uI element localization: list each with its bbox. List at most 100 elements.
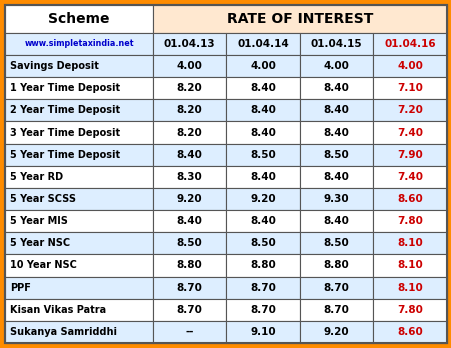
Text: 8.50: 8.50	[250, 150, 276, 160]
Text: 8.70: 8.70	[250, 283, 276, 293]
Bar	[226, 188, 299, 210]
Bar	[373, 188, 446, 210]
Text: 4.00: 4.00	[396, 61, 422, 71]
Bar	[152, 33, 226, 55]
Text: 8.10: 8.10	[396, 260, 422, 270]
Text: Sukanya Samriddhi: Sukanya Samriddhi	[10, 327, 117, 337]
Bar	[226, 77, 299, 99]
Text: 8.40: 8.40	[250, 105, 276, 116]
Text: 8.40: 8.40	[176, 216, 202, 226]
Text: RATE OF INTEREST: RATE OF INTEREST	[226, 12, 373, 26]
Text: 8.10: 8.10	[396, 283, 422, 293]
Bar	[152, 55, 226, 77]
Bar	[226, 121, 299, 144]
Bar	[5, 299, 152, 321]
Bar	[5, 321, 152, 343]
Bar	[373, 121, 446, 144]
Bar	[5, 210, 152, 232]
Text: 8.60: 8.60	[396, 327, 422, 337]
Text: 8.40: 8.40	[176, 150, 202, 160]
Bar	[226, 277, 299, 299]
Bar	[373, 99, 446, 121]
Bar	[152, 277, 226, 299]
Text: 8.60: 8.60	[396, 194, 422, 204]
Text: 8.50: 8.50	[176, 238, 202, 248]
Text: 8.70: 8.70	[176, 283, 202, 293]
Bar	[226, 33, 299, 55]
Text: 8.80: 8.80	[250, 260, 276, 270]
Text: 8.40: 8.40	[323, 83, 349, 93]
Bar	[373, 299, 446, 321]
Text: 8.40: 8.40	[250, 127, 276, 137]
Bar	[152, 99, 226, 121]
Bar	[299, 299, 373, 321]
Text: 8.50: 8.50	[323, 150, 349, 160]
Text: 9.20: 9.20	[250, 194, 276, 204]
Text: 8.70: 8.70	[323, 283, 349, 293]
Bar	[226, 321, 299, 343]
Bar	[299, 277, 373, 299]
Bar	[152, 5, 446, 33]
Bar	[373, 77, 446, 99]
Text: 8.10: 8.10	[396, 238, 422, 248]
Bar	[152, 232, 226, 254]
Bar	[5, 99, 152, 121]
Text: 2 Year Time Deposit: 2 Year Time Deposit	[10, 105, 120, 116]
Bar	[5, 144, 152, 166]
Bar	[299, 99, 373, 121]
Text: 01.04.13: 01.04.13	[164, 39, 215, 49]
Text: 01.04.14: 01.04.14	[237, 39, 289, 49]
Text: --: --	[185, 327, 193, 337]
Bar	[5, 55, 152, 77]
Text: www.simpletaxindia.net: www.simpletaxindia.net	[24, 40, 133, 48]
Text: Savings Deposit: Savings Deposit	[10, 61, 99, 71]
Bar	[226, 232, 299, 254]
Text: 8.40: 8.40	[250, 172, 276, 182]
Text: 5 Year SCSS: 5 Year SCSS	[10, 194, 76, 204]
Text: 8.50: 8.50	[323, 238, 349, 248]
Bar	[373, 33, 446, 55]
Bar	[152, 121, 226, 144]
Text: 8.20: 8.20	[176, 127, 202, 137]
Text: 8.70: 8.70	[323, 305, 349, 315]
Bar	[5, 277, 152, 299]
Text: 8.30: 8.30	[176, 172, 202, 182]
Bar	[5, 188, 152, 210]
Bar	[373, 55, 446, 77]
Text: 4.00: 4.00	[176, 61, 202, 71]
Bar	[373, 144, 446, 166]
Bar	[299, 188, 373, 210]
Bar	[5, 166, 152, 188]
Bar	[373, 210, 446, 232]
Text: 8.40: 8.40	[250, 216, 276, 226]
Text: 7.40: 7.40	[396, 127, 422, 137]
Text: 8.20: 8.20	[176, 105, 202, 116]
Bar	[152, 321, 226, 343]
Text: 8.40: 8.40	[323, 172, 349, 182]
Bar	[226, 254, 299, 277]
Text: 7.20: 7.20	[396, 105, 422, 116]
Bar	[299, 55, 373, 77]
Bar	[373, 166, 446, 188]
Text: 9.30: 9.30	[323, 194, 349, 204]
Text: 7.10: 7.10	[396, 83, 422, 93]
Text: 7.80: 7.80	[396, 305, 422, 315]
Bar	[226, 299, 299, 321]
Text: 8.40: 8.40	[323, 127, 349, 137]
Bar	[226, 210, 299, 232]
Text: 8.70: 8.70	[176, 305, 202, 315]
Text: 5 Year RD: 5 Year RD	[10, 172, 63, 182]
Bar	[373, 232, 446, 254]
Bar	[5, 121, 152, 144]
Text: 10 Year NSC: 10 Year NSC	[10, 260, 77, 270]
Text: 9.20: 9.20	[176, 194, 202, 204]
Bar	[299, 210, 373, 232]
Bar	[226, 99, 299, 121]
Text: 8.20: 8.20	[176, 83, 202, 93]
Bar	[152, 188, 226, 210]
Text: 8.80: 8.80	[323, 260, 349, 270]
Bar	[299, 121, 373, 144]
Text: 5 Year NSC: 5 Year NSC	[10, 238, 70, 248]
Bar	[226, 144, 299, 166]
Text: 5 Year MIS: 5 Year MIS	[10, 216, 68, 226]
